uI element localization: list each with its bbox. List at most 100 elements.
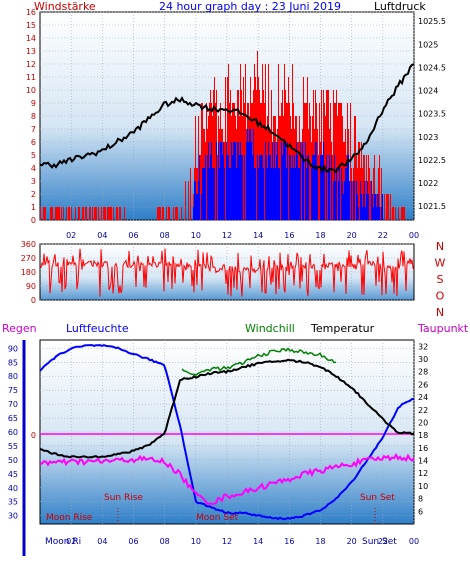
temperatur-label: Temperatur [310, 322, 375, 335]
axis-labels: 0123456789101112131415161021.510221022.5… [8, 8, 446, 546]
sun-rise-label: Sun Rise [104, 493, 143, 503]
humidity-tick-label: 45 [8, 470, 18, 479]
compass-label: S [437, 273, 444, 286]
x-tick-label: 10 [191, 537, 201, 546]
temperature-line [39, 358, 415, 459]
compass-label: W [435, 257, 446, 270]
sun-set-label: Sun Set [360, 493, 395, 503]
x-tick-label: 14 [253, 231, 263, 240]
left-tick-label: 0 [31, 216, 36, 225]
x-tick-label: 08 [160, 231, 170, 240]
direction-tick-label: 0 [31, 296, 36, 305]
right-tick-label: 1025 [418, 40, 438, 49]
x-tick-label: 22 [378, 231, 388, 240]
windchill-line [181, 347, 337, 376]
x-tick-label: 04 [97, 231, 107, 240]
left-tick-label: 11 [26, 73, 36, 82]
temperature-tick-label: 30 [418, 355, 428, 364]
left-tick-label: 7 [31, 125, 36, 134]
temperature-tick-label: 8 [418, 495, 423, 504]
temperature-tick-label: 6 [418, 507, 423, 516]
regen-label: Regen [2, 322, 37, 335]
left-tick-label: 15 [26, 21, 36, 30]
moon-set-label: Moon Set [196, 513, 239, 523]
humidity-tick-label: 75 [8, 386, 18, 395]
humidity-tick-label: 70 [8, 400, 18, 409]
x-tick-label: 18 [315, 231, 325, 240]
left-tick-label: 5 [31, 151, 36, 160]
x-tick-label: 02 [66, 231, 76, 240]
temperature-tick-label: 28 [418, 368, 428, 377]
left-tick-label: 3 [31, 177, 36, 186]
compass-label: N [436, 240, 444, 253]
x-tick-label: 16 [284, 231, 294, 240]
humidity-tick-label: 85 [8, 358, 18, 367]
left-tick-label: 8 [31, 112, 36, 121]
right-tick-label: 1021.5 [418, 202, 446, 211]
left-tick-label: 6 [31, 138, 36, 147]
direction-tick-label: 180 [21, 268, 36, 277]
x-tick-label: 06 [128, 231, 138, 240]
x-tick-label: 12 [222, 231, 232, 240]
pressure-line [39, 63, 415, 174]
windchill-label: Windchill [245, 322, 295, 335]
left-tick-label: 9 [31, 99, 36, 108]
x-tick-label: 02 [66, 537, 76, 546]
x-tick-label: 12 [222, 537, 232, 546]
temperature-tick-label: 26 [418, 380, 428, 389]
temperature-tick-label: 24 [418, 393, 428, 402]
windstaerke-label: Windstärke [34, 0, 96, 13]
dewpoint-line [39, 452, 415, 506]
x-tick-label: 00 [409, 231, 419, 240]
direction-tick-label: 360 [21, 240, 36, 249]
temperature-tick-label: 14 [418, 457, 428, 466]
left-tick-label: 14 [26, 34, 36, 43]
x-tick-label: 16 [284, 537, 294, 546]
chart-marks [22, 51, 415, 556]
x-tick-label: 22 [378, 537, 388, 546]
sun-x-label: Sun Set [362, 537, 397, 547]
luftfeuchte-label: Luftfeuchte [66, 322, 129, 335]
moon-x-label: Moon Ri [45, 537, 81, 547]
temperature-tick-label: 32 [418, 342, 428, 351]
right-tick-label: 1023.5 [418, 110, 446, 119]
left-tick-label: 12 [26, 60, 36, 69]
right-tick-label: 1022 [418, 179, 438, 188]
temperature-tick-label: 22 [418, 406, 428, 415]
compass-label: O [436, 290, 445, 303]
right-tick-label: 1022.5 [418, 156, 446, 165]
right-tick-label: 1024 [418, 87, 438, 96]
x-tick-label: 10 [191, 231, 201, 240]
humidity-tick-label: 40 [8, 484, 18, 493]
humidity-tick-label: 90 [8, 344, 18, 353]
left-tick-label: 13 [26, 47, 36, 56]
moon-rise-label: Moon Rise [46, 513, 93, 523]
direction-tick-label: 90 [26, 282, 36, 291]
right-tick-label: 1025.5 [418, 17, 446, 26]
wind-direction-line [39, 248, 415, 297]
left-tick-label: 2 [31, 190, 36, 199]
x-tick-label: 06 [128, 537, 138, 546]
right-tick-label: 1023 [418, 133, 438, 142]
x-tick-label: 20 [347, 537, 357, 546]
luftdruck-label: Luftdruck [374, 0, 426, 13]
humidity-tick-label: 60 [8, 428, 18, 437]
compass-label: N [436, 306, 444, 319]
x-tick-label: 18 [315, 537, 325, 546]
x-tick-label: 04 [97, 537, 107, 546]
x-tick-label: 00 [409, 537, 419, 546]
humidity-tick-label: 55 [8, 442, 18, 451]
left-tick-label: 1 [31, 203, 36, 212]
left-tick-label: 16 [26, 8, 36, 17]
temperature-tick-label: 18 [418, 431, 428, 440]
left-tick-label: 4 [31, 164, 36, 173]
x-tick-label: 20 [347, 231, 357, 240]
chart-title: 24 hour graph day : 23 Juni 2019 [159, 0, 341, 13]
x-tick-label: 14 [253, 537, 263, 546]
direction-tick-label: 270 [21, 254, 36, 263]
temperature-tick-label: 10 [418, 482, 428, 491]
left-tick-label: 10 [26, 86, 36, 95]
right-tick-label: 1024.5 [418, 63, 446, 72]
